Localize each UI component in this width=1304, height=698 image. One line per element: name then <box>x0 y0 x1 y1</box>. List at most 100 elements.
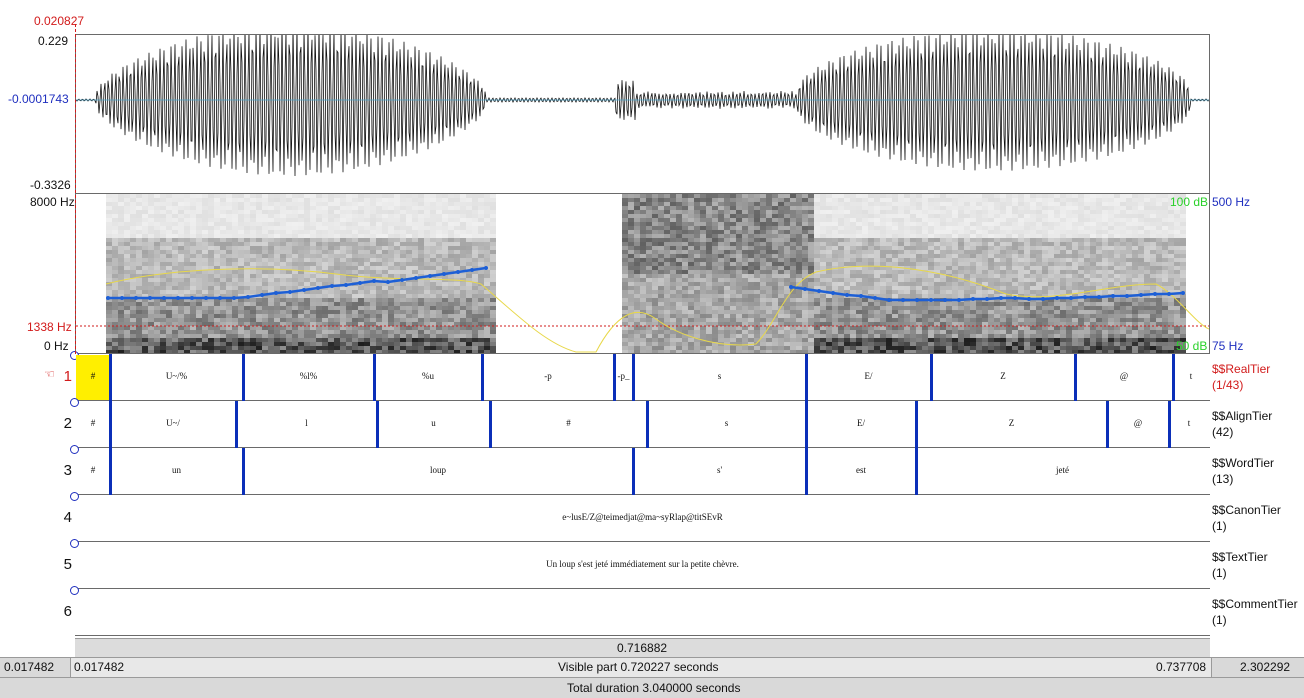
interval-boundary[interactable] <box>805 448 808 495</box>
pitch-point <box>344 283 348 287</box>
visible-right-outside-label: 2.302292 <box>1240 660 1290 674</box>
pitch-point <box>232 296 236 300</box>
waveform-plot <box>76 35 1209 193</box>
interval-label[interactable]: s' <box>717 465 722 475</box>
tier-number[interactable]: 5 <box>50 556 72 573</box>
tier-name-label: $$CanonTier (1) <box>1212 502 1281 534</box>
waveform-zero-label: -0.0001743 <box>8 92 69 106</box>
pitch-point <box>929 298 933 302</box>
tier-6[interactable] <box>75 589 1210 636</box>
interval-label[interactable]: E/ <box>865 371 873 381</box>
interval-boundary[interactable] <box>915 401 918 448</box>
interval-boundary[interactable] <box>632 448 635 495</box>
interval-boundary[interactable] <box>109 401 112 448</box>
pitch-point <box>134 296 138 300</box>
pitch-point <box>789 285 793 289</box>
waveform-panel[interactable] <box>75 34 1210 194</box>
pitch-point <box>1167 292 1171 296</box>
tier-count: (13) <box>1212 471 1274 487</box>
interval-boundary[interactable] <box>109 448 112 495</box>
tier-boundary-handle[interactable] <box>70 539 79 548</box>
interval-boundary[interactable] <box>242 354 245 401</box>
interval-boundary[interactable] <box>805 401 808 448</box>
interval-label[interactable]: %l% <box>300 371 318 381</box>
interval-boundary[interactable] <box>1172 354 1175 401</box>
interval-boundary[interactable] <box>242 448 245 495</box>
spectrogram-panel[interactable] <box>75 194 1210 354</box>
interval-boundary[interactable] <box>632 354 635 401</box>
interval-label[interactable]: jeté <box>1056 465 1069 475</box>
interval-boundary[interactable] <box>646 401 649 448</box>
interval-boundary[interactable] <box>805 354 808 401</box>
pitch-point <box>218 296 222 300</box>
pitch-bottom-label: 75 Hz <box>1212 339 1243 353</box>
visible-left-outside-label: 0.017482 <box>4 660 54 674</box>
interval-label[interactable]: -p_ <box>618 371 630 381</box>
interval-label[interactable]: # <box>566 418 571 428</box>
tier-boundary-handle[interactable] <box>70 492 79 501</box>
interval-boundary[interactable] <box>915 448 918 495</box>
interval-boundary[interactable] <box>1074 354 1077 401</box>
pitch-point <box>887 298 891 302</box>
interval-label[interactable]: Un loup s'est jeté immédiatement sur la … <box>546 559 739 569</box>
tier-3[interactable] <box>75 448 1210 495</box>
interval-label[interactable]: U~/ <box>166 418 180 428</box>
tier-boundary-handle[interactable] <box>70 445 79 454</box>
selection-bar[interactable]: 0.716882 <box>75 638 1210 657</box>
interval-boundary[interactable] <box>373 354 376 401</box>
tier-number[interactable]: 6 <box>50 603 72 620</box>
interval-boundary[interactable] <box>489 401 492 448</box>
pitch-point <box>985 297 989 301</box>
tier-2[interactable] <box>75 401 1210 448</box>
tier-name: $$CanonTier <box>1212 502 1281 518</box>
interval-label[interactable]: u <box>431 418 436 428</box>
interval-boundary[interactable] <box>235 401 238 448</box>
interval-label[interactable]: t <box>1188 418 1191 428</box>
tier-name-label: $$RealTier (1/43) <box>1212 361 1270 393</box>
interval-boundary[interactable] <box>1168 401 1171 448</box>
interval-label[interactable]: s <box>725 418 729 428</box>
interval-label[interactable]: un <box>172 465 181 475</box>
tier-name: $$CommentTier <box>1212 596 1298 612</box>
interval-label[interactable]: s <box>718 371 722 381</box>
spectrogram-freq-top-label: 8000 Hz <box>30 195 75 209</box>
interval-label[interactable]: # <box>91 465 96 475</box>
interval-label[interactable]: @ <box>1134 418 1142 428</box>
tier-boundary-handle[interactable] <box>70 398 79 407</box>
interval-label[interactable]: U~/% <box>166 371 187 381</box>
interval-label[interactable]: Z <box>1009 418 1015 428</box>
pitch-point <box>456 270 460 274</box>
tier-boundary-handle[interactable] <box>70 586 79 595</box>
interval-label[interactable]: # <box>91 418 96 428</box>
pointing-hand-icon: ☜ <box>44 367 55 381</box>
pitch-point <box>400 278 404 282</box>
interval-boundary[interactable] <box>930 354 933 401</box>
interval-boundary[interactable] <box>109 354 112 401</box>
pitch-point <box>845 293 849 297</box>
pitch-point <box>190 296 194 300</box>
visible-part-bar[interactable]: 0.017482 0.017482 Visible part 0.720227 … <box>0 657 1304 677</box>
interval-label[interactable]: Z <box>1000 371 1006 381</box>
interval-label[interactable]: @ <box>1120 371 1128 381</box>
interval-label[interactable]: %u <box>422 371 434 381</box>
interval-label[interactable]: e~lusE/Z@teimedjat@ma~syRlap@titSEvR <box>562 512 723 522</box>
visible-start-label: 0.017482 <box>74 660 124 674</box>
tier-1[interactable] <box>75 354 1210 401</box>
interval-label[interactable]: t <box>1190 371 1193 381</box>
interval-label[interactable]: # <box>91 371 96 381</box>
visible-end-label: 0.737708 <box>1156 660 1206 674</box>
total-duration-bar[interactable]: Total duration 3.040000 seconds <box>0 677 1304 698</box>
tier-number[interactable]: 3 <box>50 462 72 479</box>
interval-boundary[interactable] <box>481 354 484 401</box>
interval-label[interactable]: -p <box>544 371 552 381</box>
interval-label[interactable]: est <box>856 465 866 475</box>
interval-label[interactable]: l <box>305 418 308 428</box>
interval-label[interactable]: E/ <box>857 418 865 428</box>
interval-label[interactable]: loup <box>430 465 446 475</box>
interval-boundary[interactable] <box>613 354 616 401</box>
interval-boundary[interactable] <box>1106 401 1109 448</box>
tier-number[interactable]: 4 <box>50 509 72 526</box>
visible-part-label: Visible part 0.720227 seconds <box>558 660 719 674</box>
tier-number[interactable]: 2 <box>50 415 72 432</box>
interval-boundary[interactable] <box>376 401 379 448</box>
